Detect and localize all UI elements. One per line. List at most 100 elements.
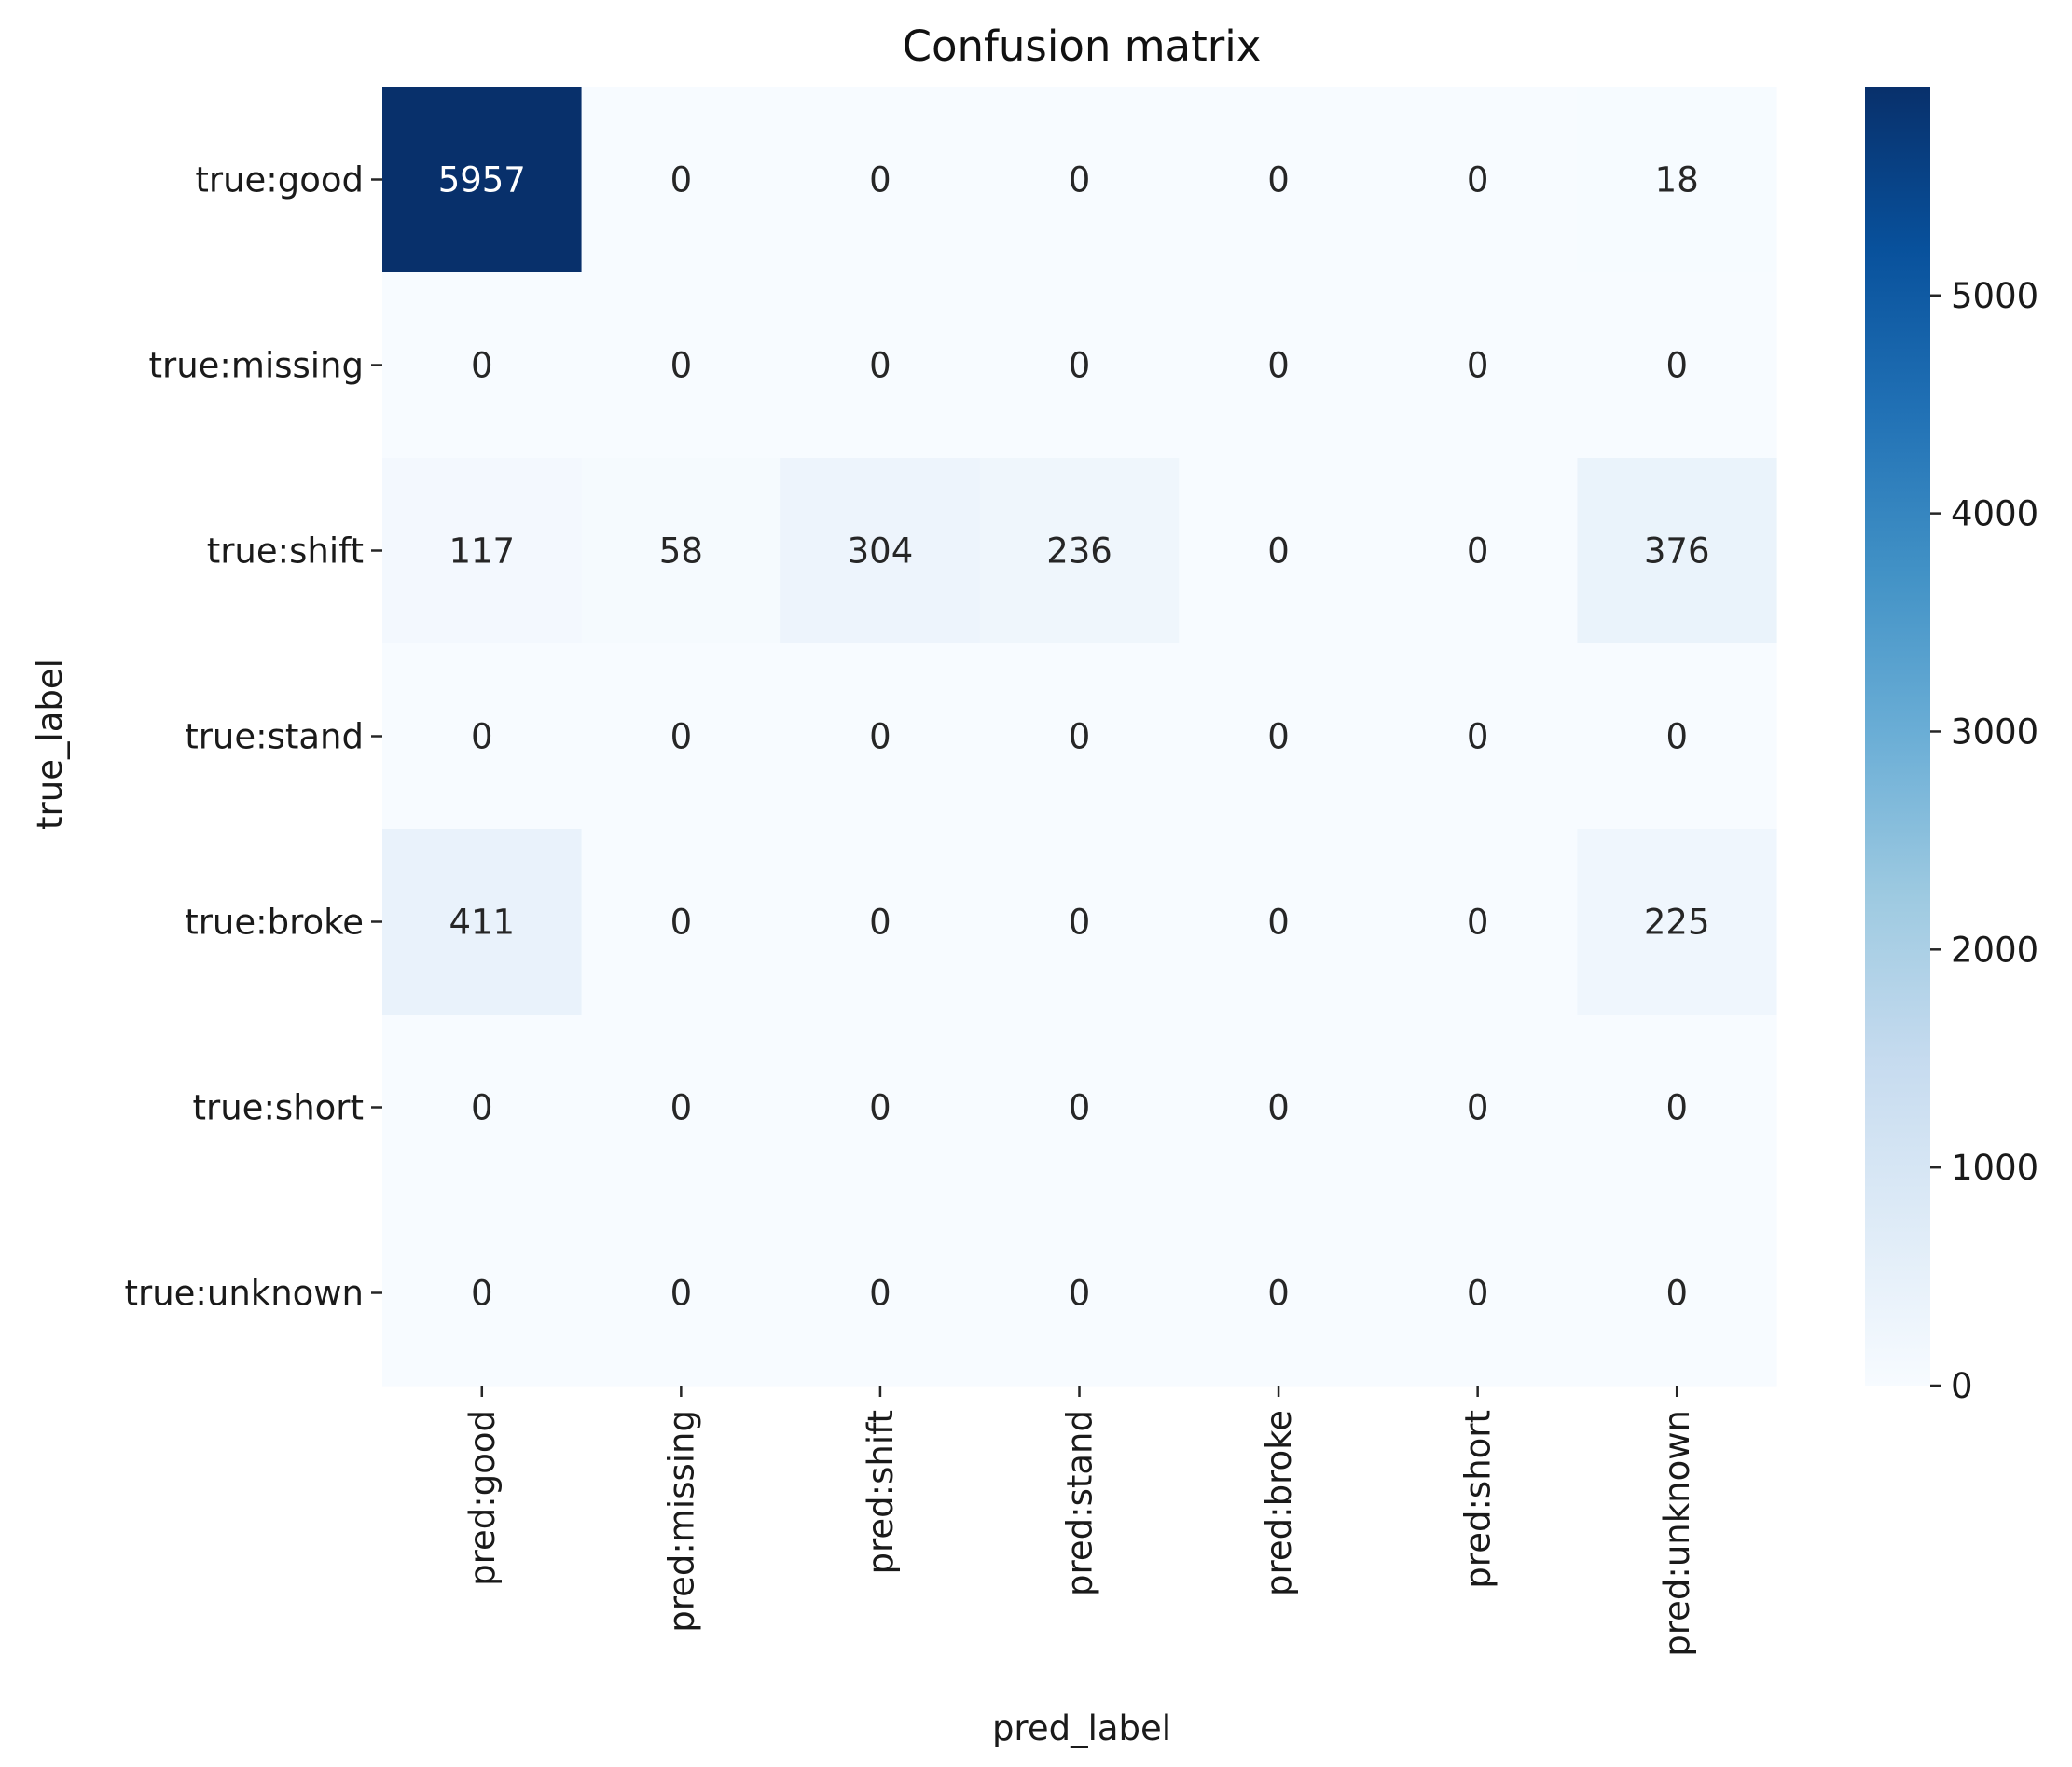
cell-value-label: 0 xyxy=(1267,531,1290,572)
cell-value-label: 0 xyxy=(471,717,493,757)
heatmap-cell xyxy=(1179,458,1379,644)
colorbar-tick-label: 4000 xyxy=(1951,494,2038,534)
heatmap-cell xyxy=(382,829,583,1015)
heatmap-cell xyxy=(581,829,781,1015)
x-tick-label: pred:shift xyxy=(861,1410,901,1575)
cell-value-label: 0 xyxy=(1467,346,1489,386)
cell-value-label: 304 xyxy=(848,531,914,572)
heatmap-cell xyxy=(382,87,583,273)
heatmap-cell xyxy=(780,87,981,273)
heatmap-cell xyxy=(979,643,1180,830)
cell-value-label: 0 xyxy=(670,717,693,757)
cell-value-label: 18 xyxy=(1655,160,1699,200)
heatmap-cell xyxy=(1377,1200,1579,1387)
cell-value-label: 0 xyxy=(1665,346,1688,386)
y-tick-label: true:missing xyxy=(149,346,365,386)
heatmap-cell xyxy=(1179,1015,1379,1201)
cell-value-label: 0 xyxy=(1267,1088,1290,1128)
colorbar: 0 1000 2000 3000 4000 5000 xyxy=(1865,87,2038,1406)
y-tick-label: true:shift xyxy=(207,531,364,572)
heatmap-cell xyxy=(1179,1200,1379,1387)
cell-value-label: 0 xyxy=(1069,903,1091,943)
cell-value-label: 0 xyxy=(1069,1088,1091,1128)
y-tick-label: true:broke xyxy=(185,903,364,943)
colorbar-tick-label: 1000 xyxy=(1951,1148,2038,1188)
cell-value-label: 376 xyxy=(1644,531,1710,572)
cell-value-label: 0 xyxy=(670,160,693,200)
cell-value-label: 0 xyxy=(1069,717,1091,757)
cell-value-label: 5957 xyxy=(438,160,526,200)
cell-value-label: 0 xyxy=(1467,1088,1489,1128)
x-tick-label: pred:short xyxy=(1458,1410,1499,1589)
cell-value-label: 225 xyxy=(1644,903,1710,943)
heatmap-cell xyxy=(1577,272,1777,459)
cell-value-label: 0 xyxy=(869,1274,891,1314)
cell-value-label: 0 xyxy=(670,346,693,386)
cell-value-label: 0 xyxy=(1069,1274,1091,1314)
cell-value-label: 0 xyxy=(1267,903,1290,943)
x-tick-label: pred:good xyxy=(463,1410,503,1586)
x-tick-label: pred:missing xyxy=(661,1410,701,1633)
cell-value-label: 0 xyxy=(869,346,891,386)
cell-value-label: 0 xyxy=(471,346,493,386)
cell-value-label: 0 xyxy=(1665,717,1688,757)
cell-value-label: 236 xyxy=(1046,531,1112,572)
heatmap-cell xyxy=(1577,643,1777,830)
y-axis: true:good true:missing true:shift true:stan… xyxy=(124,160,382,1314)
cell-value-label: 0 xyxy=(1467,1274,1489,1314)
y-axis-label: true_label xyxy=(30,658,70,830)
heatmap-cell xyxy=(780,829,981,1015)
heatmap-cell xyxy=(1377,272,1579,459)
cell-value-label: 0 xyxy=(1665,1088,1688,1128)
cell-value-label: 117 xyxy=(449,531,515,572)
heatmap-cell xyxy=(1377,87,1579,273)
cell-value-label: 0 xyxy=(1267,346,1290,386)
cell-annotations: 5957 0 0 0 0 0 18 0 0 0 0 0 0 0 117 58 304 236 0 0 376 0 0 0 0 0 0… xyxy=(438,160,1710,1314)
cell-value-label: 58 xyxy=(659,531,703,572)
cell-value-label: 0 xyxy=(869,1088,891,1128)
heatmap-cell xyxy=(1179,643,1379,830)
cell-value-label: 0 xyxy=(1467,531,1489,572)
cell-value-label: 0 xyxy=(1467,717,1489,757)
colorbar-gradient xyxy=(1865,87,1930,1386)
cell-value-label: 0 xyxy=(471,1088,493,1128)
heatmap-cell xyxy=(1577,1015,1777,1201)
heatmap-cell xyxy=(382,272,583,459)
cell-value-label: 0 xyxy=(670,903,693,943)
y-tick-label: true:stand xyxy=(185,717,364,757)
cell-value-label: 0 xyxy=(670,1274,693,1314)
heatmap-cell xyxy=(1577,1200,1777,1387)
heatmap-cell xyxy=(382,1015,583,1201)
cell-value-label: 0 xyxy=(670,1088,693,1128)
heatmap-cell xyxy=(780,272,981,459)
heatmap-cell xyxy=(382,458,583,644)
heatmap-cell xyxy=(581,643,781,830)
heatmap-cell xyxy=(581,87,781,273)
cell-value-label: 0 xyxy=(1069,160,1091,200)
heatmap-cell xyxy=(1377,1015,1579,1201)
colorbar-tick-label: 2000 xyxy=(1951,930,2038,970)
cell-value-label: 0 xyxy=(1665,1274,1688,1314)
heatmap-cell xyxy=(1179,272,1379,459)
x-tick-label: pred:broke xyxy=(1259,1410,1299,1596)
heatmap-cell xyxy=(979,458,1180,644)
heatmap-cell xyxy=(581,458,781,644)
x-tick-label: pred:unknown xyxy=(1657,1410,1697,1657)
heatmap-cell xyxy=(581,1200,781,1387)
heatmap-cell xyxy=(1577,87,1777,273)
heatmap-cell xyxy=(979,1200,1180,1387)
cell-value-label: 0 xyxy=(869,903,891,943)
heatmap-cell xyxy=(382,643,583,830)
heatmap-cell xyxy=(780,1015,981,1201)
heatmap-cell xyxy=(1179,87,1379,273)
heatmap-cell xyxy=(1577,458,1777,644)
heatmap-cell xyxy=(979,87,1180,273)
colorbar-tick-label: 3000 xyxy=(1951,711,2038,752)
cell-value-label: 0 xyxy=(1267,160,1290,200)
heatmap-cell xyxy=(780,458,981,644)
x-axis: pred:good pred:missing pred:shift pred:stan… xyxy=(463,1386,1697,1657)
chart-title: Confusion matrix xyxy=(903,21,1262,71)
heatmap-cell xyxy=(1377,458,1579,644)
